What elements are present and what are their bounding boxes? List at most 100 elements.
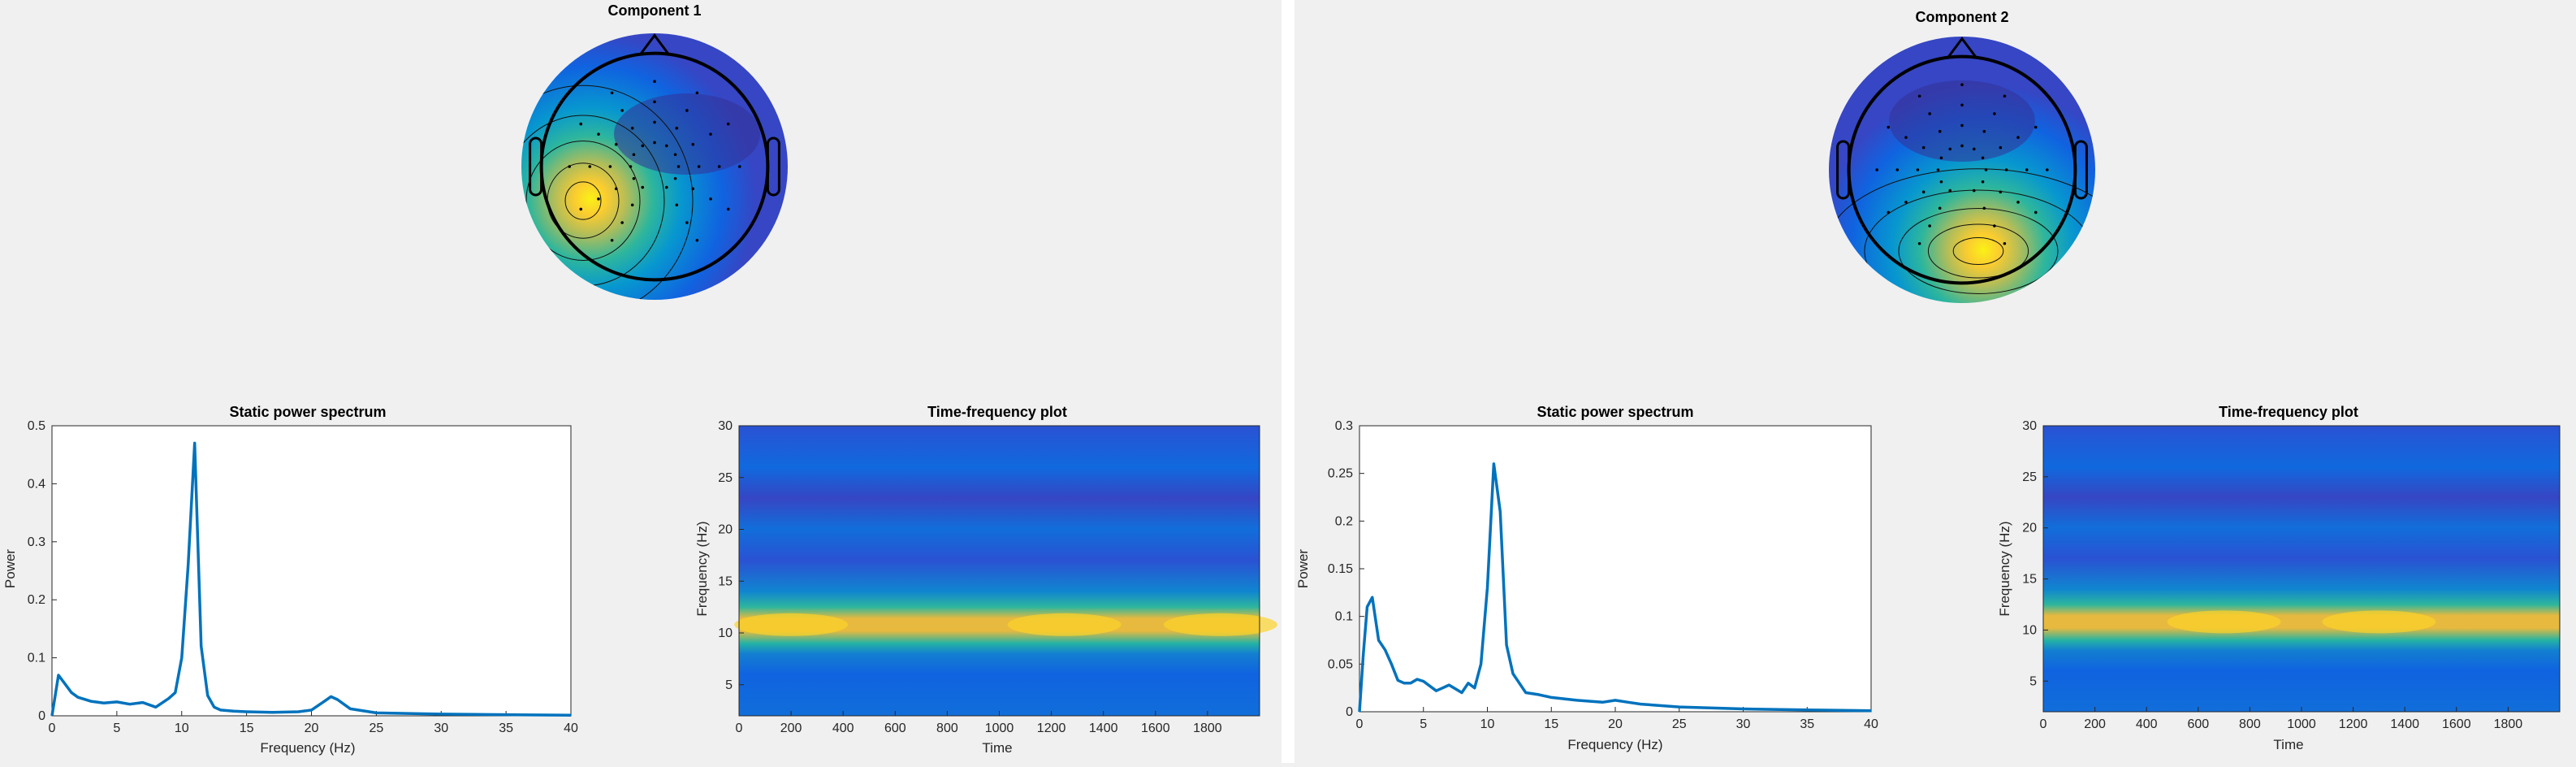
electrode-dot: [629, 165, 633, 168]
tf-heatmap: [739, 426, 1260, 716]
x-tick-label: 200: [2084, 717, 2106, 731]
electrode-dot: [2034, 125, 2038, 129]
y-axis-label: Power: [2, 549, 18, 589]
contour-line: [1927, 223, 2029, 279]
electrode-dot: [1984, 168, 1988, 171]
topomap-field: [521, 33, 788, 300]
plot-area: [51, 425, 572, 717]
x-tick-label: 0: [2040, 717, 2047, 731]
electrode-dot: [685, 221, 689, 224]
electrode-dot: [630, 203, 634, 207]
y-tick-label: 25: [2022, 470, 2037, 484]
electrode-dot: [1999, 145, 2003, 150]
tf-power-peak: [1163, 613, 1277, 636]
electrode-dot: [641, 144, 645, 148]
topomap-title: Component 2: [1916, 9, 2009, 25]
electrode-dot: [1948, 188, 1952, 193]
x-axis-label: Time: [982, 740, 1012, 756]
ear-right: [2073, 140, 2088, 200]
electrode-dot: [610, 91, 614, 95]
y-tick-label: 0.05: [1328, 657, 1353, 671]
x-tick-label: 1400: [1089, 722, 1118, 735]
x-tick-label: 10: [175, 722, 189, 735]
x-tick-label: 0: [49, 722, 56, 735]
x-tick-label: 1200: [1037, 722, 1066, 735]
electrode-dot: [653, 80, 656, 84]
electrode-dot: [1999, 190, 2003, 194]
electrode-dot: [1936, 168, 1940, 171]
electrode-dot: [579, 122, 583, 126]
electrode-dot: [1960, 124, 1964, 128]
electrode-dot: [709, 197, 712, 201]
x-tick-label: 25: [1672, 717, 1687, 731]
electrode-dot: [1972, 188, 1976, 193]
x-tick-label: 400: [832, 722, 854, 735]
x-tick-label: 1000: [2287, 717, 2316, 731]
y-tick-label: 0.3: [1335, 419, 1353, 433]
topomap-1: Component 1: [521, 2, 788, 300]
electrode-dot: [685, 109, 689, 112]
electrode-dot: [2003, 241, 2007, 245]
electrode-dot: [1895, 168, 1900, 171]
y-tick-label: 30: [718, 419, 733, 433]
chart-title: Static power spectrum: [1537, 404, 1693, 420]
y-tick-label: 0.25: [1328, 467, 1353, 481]
tf-heatmap: [2043, 426, 2560, 712]
ear-right: [766, 136, 780, 197]
x-tick-label: 800: [2239, 717, 2261, 731]
electrode-dot: [620, 221, 624, 224]
electrode-dot: [1981, 180, 1985, 184]
x-tick-label: 30: [434, 722, 448, 735]
x-tick-label: 0: [1356, 717, 1364, 731]
chart-title: Time-frequency plot: [2219, 404, 2358, 420]
electrode-dot: [1939, 180, 1943, 184]
x-tick-label: 15: [1544, 717, 1558, 731]
electrode-dot: [737, 165, 741, 168]
power-spectrum-chart-1: 0 5 10 15 20 25 30 35 40 0 0.1 0.2 0.3 0.4 0.5 Static p…: [2, 404, 578, 756]
electrode-dot: [1960, 83, 1964, 87]
x-tick-label: 800: [936, 722, 958, 735]
plot-area: [1359, 425, 1872, 713]
y-tick-label: 0.1: [1335, 610, 1353, 624]
x-tick-label: 20: [1608, 717, 1623, 731]
electrode-dot: [1916, 168, 1920, 171]
x-tick-label: 600: [2187, 717, 2209, 731]
contour-line: [525, 141, 641, 261]
x-axis-label: Frequency (Hz): [260, 740, 355, 756]
electrode-dot: [1887, 125, 1891, 129]
x-tick-label: 1800: [2494, 717, 2523, 731]
electrode-dot: [2004, 168, 2008, 171]
electrode-dot: [610, 238, 614, 242]
electrode-dot: [632, 176, 636, 180]
time-frequency-chart-2: 0 200 400 600 800 1000 1200 1400 1600 1800 5 10 15 20…: [1997, 404, 2561, 752]
panel-2-canvas: Component 2 0 5 10 15 20 25 30 35 4000.050.10.15…: [1295, 9, 2561, 752]
electrode-dot: [1928, 112, 1931, 115]
electrode-dot: [1928, 224, 1931, 228]
electrode-dot: [653, 100, 656, 104]
electrode-dot: [2003, 94, 2007, 98]
electrode-dot: [691, 142, 695, 146]
x-tick-label: 0: [736, 722, 743, 735]
y-tick-label: 15: [2022, 573, 2037, 587]
x-tick-label: 200: [780, 722, 802, 735]
electrode-dot: [641, 185, 645, 189]
y-tick-label: 0.15: [1328, 562, 1353, 576]
y-tick-label: 10: [2022, 623, 2037, 637]
topomap-field: [1829, 37, 2095, 303]
electrode-dot: [653, 120, 656, 124]
electrode-dot: [2045, 168, 2049, 171]
y-tick-label: 10: [718, 626, 733, 640]
y-tick-label: 0.2: [1335, 514, 1353, 528]
y-tick-label: 0.5: [28, 419, 45, 433]
electrode-dot: [1981, 156, 1985, 160]
electrode-dot: [691, 187, 695, 191]
y-tick-label: 0: [38, 709, 45, 723]
y-tick-label: 30: [2022, 419, 2037, 433]
electrode-dot: [1982, 206, 1986, 210]
power-series-line: [1358, 462, 1872, 713]
electrode-dot: [697, 165, 701, 168]
x-tick-label: 35: [499, 722, 513, 735]
power-series-line: [50, 441, 572, 717]
x-tick-label: 30: [1736, 717, 1751, 731]
x-tick-label: 35: [1800, 717, 1814, 731]
